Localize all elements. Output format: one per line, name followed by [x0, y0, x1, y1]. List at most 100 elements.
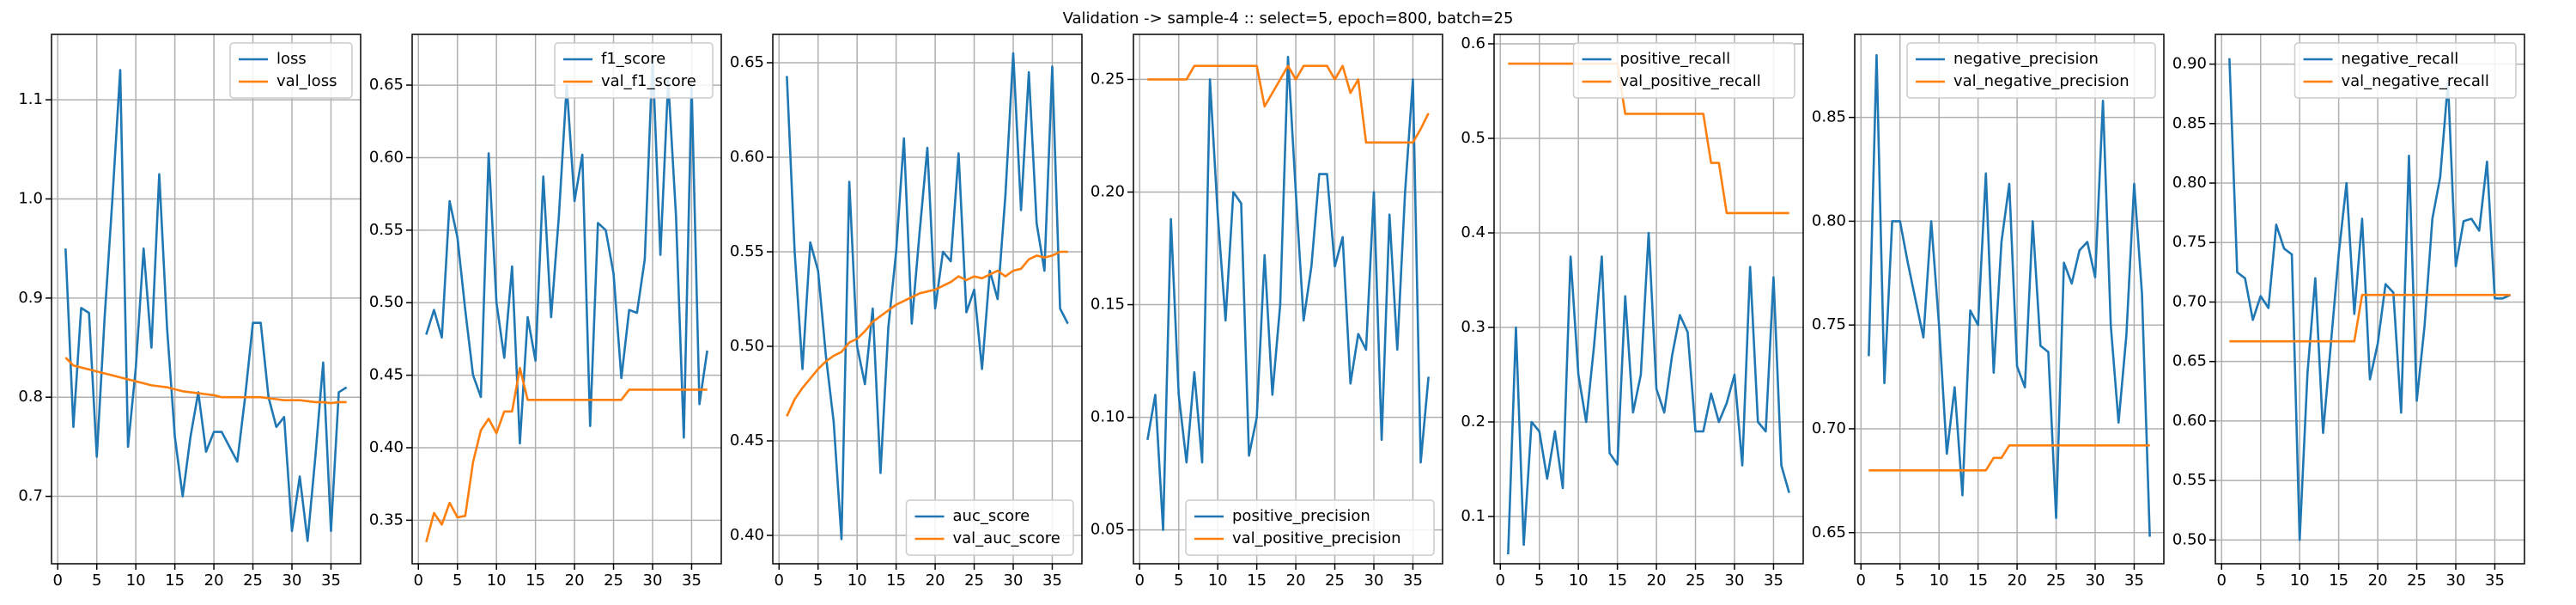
series-line [1146, 55, 1430, 531]
legend-label: positive_precision [1232, 507, 1370, 525]
y-tick-label: 0.05 [1091, 521, 1125, 539]
y-tick-label: 0.80 [2172, 174, 2207, 192]
y-tick-label: 0.7 [18, 487, 43, 505]
series-line [786, 52, 1069, 541]
x-tick-label: 0 [775, 571, 784, 590]
x-tick-label: 10 [1569, 571, 1589, 590]
y-tick-label: 0.40 [369, 438, 404, 456]
subplot: 0.65 0.70 0.75 0.80 0.85 0 5 10 15 20 25 30 35 negati… [1812, 34, 2165, 590]
y-tick-label: 0.55 [730, 242, 764, 260]
x-tick-label: 30 [283, 571, 302, 590]
y-tick-label: 0.10 [1091, 408, 1125, 426]
y-tick-label: 0.20 [1091, 182, 1125, 200]
plot-frame [1493, 34, 1804, 565]
x-tick-label: 0 [1496, 571, 1505, 590]
x-tick-label: 25 [604, 571, 623, 590]
x-tick-label: 10 [487, 571, 507, 590]
x-tick-label: 15 [526, 571, 545, 590]
x-tick-label: 15 [886, 571, 906, 590]
legend-label: loss [276, 50, 307, 68]
x-tick-label: 35 [2124, 571, 2144, 590]
y-tick-label: 0.5 [1461, 129, 1485, 147]
x-tick-label: 35 [321, 571, 341, 590]
y-tick-label: 0.85 [1812, 108, 1846, 126]
legend-label: val_loss [276, 72, 337, 90]
y-tick-label: 0.85 [2172, 114, 2207, 132]
legend-label: val_positive_precision [1232, 529, 1401, 547]
y-tick-label: 0.45 [730, 431, 764, 449]
legend-label: val_positive_recall [1620, 72, 1761, 90]
y-tick-label: 0.60 [730, 148, 764, 166]
x-tick-label: 35 [1764, 571, 1783, 590]
x-tick-label: 30 [1004, 571, 1024, 590]
y-tick-label: 0.4 [1461, 223, 1485, 241]
plot-frame [772, 34, 1083, 565]
x-tick-label: 0 [2217, 571, 2227, 590]
series-line [1147, 64, 1430, 144]
x-tick-label: 15 [165, 571, 185, 590]
y-tick-label: 0.50 [730, 337, 764, 355]
plot-frame [1133, 34, 1443, 565]
x-tick-label: 5 [453, 571, 462, 590]
x-tick-label: 10 [848, 571, 867, 590]
y-tick-label: 0.75 [1812, 315, 1846, 333]
y-tick-label: 0.6 [1461, 34, 1485, 52]
legend-label: val_negative_recall [2342, 72, 2489, 90]
plot-frame [411, 34, 722, 565]
x-tick-label: 35 [1042, 571, 1062, 590]
x-tick-label: 10 [2290, 571, 2310, 590]
legend-label: negative_recall [2342, 50, 2459, 68]
y-tick-label: 1.0 [18, 189, 43, 207]
x-tick-label: 5 [92, 571, 101, 590]
x-tick-label: 5 [1534, 571, 1544, 590]
x-tick-label: 0 [53, 571, 63, 590]
y-tick-label: 0.55 [369, 221, 404, 239]
y-tick-label: 0.45 [369, 366, 404, 384]
legend-box [554, 42, 714, 99]
y-tick-label: 0.35 [369, 510, 404, 529]
plot-frame [1854, 34, 2165, 565]
legend-box [905, 499, 1074, 556]
plot-frame [51, 34, 361, 565]
y-tick-label: 0.50 [2172, 530, 2207, 548]
legend-box [1185, 499, 1435, 556]
y-tick-label: 1.1 [18, 90, 43, 108]
y-tick-label: 0.8 [18, 388, 43, 406]
y-tick-label: 0.65 [2172, 352, 2207, 370]
x-tick-label: 30 [643, 571, 663, 590]
x-tick-label: 25 [1325, 571, 1345, 590]
series-line [1868, 53, 2151, 537]
x-tick-label: 15 [1607, 571, 1627, 590]
y-tick-label: 0.40 [730, 526, 764, 544]
legend-label: val_auc_score [953, 529, 1060, 547]
x-tick-label: 35 [2485, 571, 2505, 590]
x-tick-label: 25 [964, 571, 984, 590]
plot-frame [2215, 34, 2525, 565]
series-line [1507, 231, 1790, 555]
x-tick-label: 30 [1725, 571, 1745, 590]
legend-label: negative_precision [1953, 50, 2099, 68]
x-tick-label: 10 [126, 571, 146, 590]
legend-label: auc_score [953, 507, 1030, 525]
x-tick-label: 0 [1135, 571, 1145, 590]
x-tick-label: 30 [2446, 571, 2466, 590]
series-line [786, 250, 1068, 417]
series-line [1508, 62, 1789, 215]
y-tick-label: 0.90 [2172, 55, 2207, 73]
legend-label: val_f1_score [601, 72, 696, 90]
x-tick-label: 35 [682, 571, 702, 590]
x-tick-label: 15 [1247, 571, 1267, 590]
legend-box [2293, 42, 2517, 99]
x-tick-label: 5 [1895, 571, 1905, 590]
y-tick-label: 0.70 [2172, 292, 2207, 310]
y-tick-label: 0.60 [2172, 412, 2207, 430]
series-line [64, 357, 347, 405]
y-tick-label: 0.25 [1091, 70, 1125, 88]
y-tick-label: 0.65 [730, 53, 764, 71]
y-tick-label: 0.3 [1461, 318, 1485, 336]
subplot: 0.40 0.45 0.50 0.55 0.60 0.65 0 5 10 15 20 25 30 35 au… [730, 34, 1083, 590]
legend-box [229, 42, 353, 99]
legend-label: positive_recall [1620, 50, 1731, 68]
subplot: 0.35 0.40 0.45 0.50 0.55 0.60 0.65 0 5 10 15 20 25 30… [369, 34, 722, 590]
